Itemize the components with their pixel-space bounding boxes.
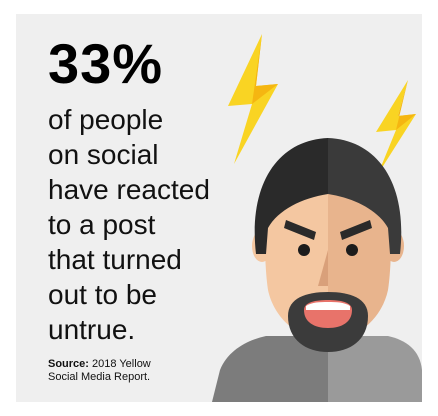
lightning-bolt-icon: [228, 34, 278, 164]
headline-line: have reacted: [48, 174, 210, 205]
right-eyebrow: [340, 220, 372, 240]
headline-line: on social: [48, 139, 159, 170]
headline-text: of people on social have reacted to a po…: [48, 102, 210, 347]
angry-man-illustration: [212, 34, 422, 402]
nose: [318, 250, 328, 286]
source-citation: Source: 2018 Yellow Social Media Report.: [48, 358, 151, 384]
open-mouth: [304, 300, 352, 328]
right-eye: [346, 244, 358, 256]
hair: [254, 138, 402, 254]
headline-line: of people: [48, 104, 164, 135]
lightning-bolt-icon: [376, 80, 416, 174]
headline-line: that turned: [48, 244, 182, 275]
source-line2: Social Media Report.: [48, 371, 151, 383]
headline-line: to a post: [48, 209, 156, 240]
left-eyebrow: [284, 220, 316, 240]
headline-line: out to be: [48, 279, 157, 310]
infographic-card: 33% of people on social have reacted to …: [16, 14, 422, 402]
source-label: Source:: [48, 358, 89, 370]
left-eye: [298, 244, 310, 256]
headline-stat: 33%: [48, 32, 164, 95]
headline-line: untrue.: [48, 314, 136, 345]
source-line1: 2018 Yellow: [92, 358, 151, 370]
shirt: [212, 336, 422, 402]
